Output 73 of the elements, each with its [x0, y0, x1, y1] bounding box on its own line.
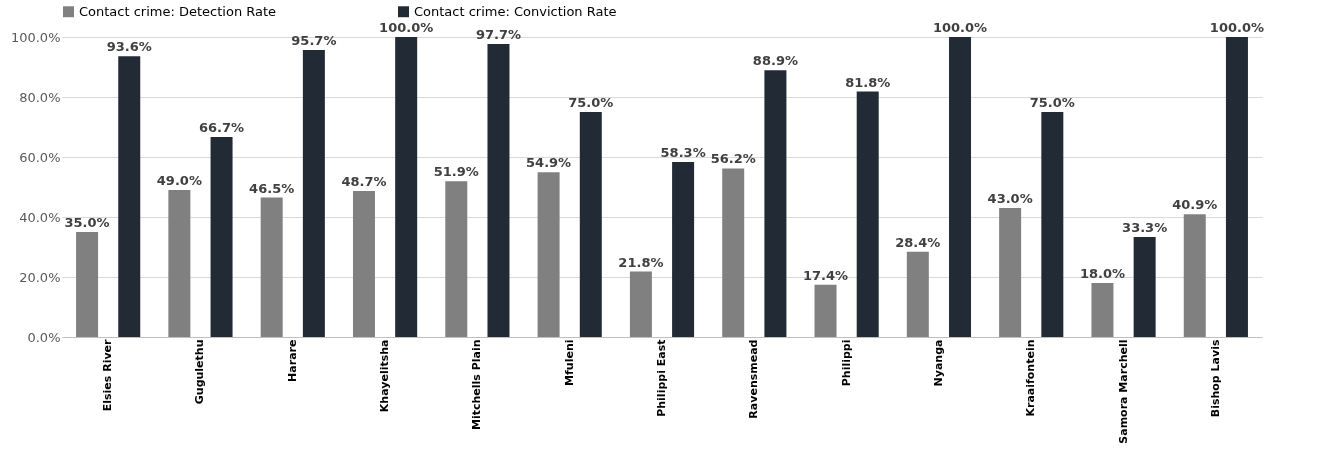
bar [487, 43, 510, 337]
x-tick-label: Gugulethu [193, 339, 207, 405]
x-tick-label: Mfuleni [562, 339, 576, 386]
y-tick-label: 0.0% [27, 329, 61, 345]
x-tick-label: Nyanga [931, 339, 945, 387]
data-label: 35.0% [64, 215, 110, 230]
data-label: 18.0% [1079, 266, 1125, 281]
bar [445, 181, 468, 337]
x-tick-label: Samora Marchell [1116, 339, 1130, 444]
data-label: 28.4% [895, 234, 941, 250]
data-label: 75.0% [1029, 95, 1075, 110]
data-label: 100.0% [1209, 20, 1265, 35]
data-label: 56.2% [710, 151, 756, 167]
bar [999, 208, 1022, 337]
data-label: 93.6% [106, 39, 152, 55]
data-label: 66.7% [199, 119, 245, 135]
bar [1133, 237, 1156, 337]
bar [302, 49, 325, 337]
bar [168, 190, 191, 337]
data-label: 46.5% [249, 180, 295, 196]
bar [1091, 283, 1114, 337]
data-label: 17.4% [802, 267, 849, 283]
data-label: 21.8% [618, 254, 664, 270]
y-tick-label: 20.0% [19, 269, 61, 285]
bar [260, 197, 283, 337]
data-label: 88.9% [752, 53, 798, 69]
data-label: 95.7% [291, 32, 337, 48]
data-label: 58.3% [660, 145, 706, 161]
data-label: 40.9% [1172, 197, 1218, 213]
bar [76, 232, 99, 337]
y-tick-label: 60.0% [19, 149, 61, 165]
bar [629, 271, 652, 337]
data-label: 48.7% [341, 173, 387, 189]
bar [722, 168, 745, 337]
bar [210, 136, 233, 337]
x-tick-label: Ravensmead [747, 339, 761, 419]
data-label: 100.0% [379, 20, 434, 35]
x-tick-label: Philippi [839, 339, 853, 387]
bar [579, 112, 602, 337]
data-label: 54.9% [526, 155, 572, 171]
data-label: 43.0% [987, 191, 1033, 206]
bar [949, 37, 972, 337]
data-label: 49.0% [156, 173, 202, 188]
x-tick-label: Harare [285, 339, 299, 382]
legend-label: Contact crime: Detection Rate [79, 3, 277, 19]
data-label: 100.0% [932, 20, 988, 35]
bar [672, 162, 695, 337]
x-tick-label: Khayelitsha [378, 339, 392, 413]
y-tick-label: 40.0% [19, 209, 61, 225]
data-label: 75.0% [568, 95, 614, 110]
bar [537, 172, 560, 337]
data-label: 33.3% [1122, 220, 1168, 236]
bar [1183, 214, 1206, 337]
legend-label: Contact crime: Conviction Rate [414, 3, 617, 19]
x-tick-label: Bishop Lavis [1208, 339, 1222, 418]
bar [856, 91, 879, 337]
data-label: 97.7% [475, 26, 522, 42]
y-tick-label: 100.0% [10, 29, 61, 45]
bar [118, 56, 141, 337]
x-tick-label: Philippi East [655, 339, 668, 417]
x-tick-label: Mitchells Plain [470, 339, 484, 431]
x-tick-label: Elsies River [101, 338, 115, 412]
bar [395, 37, 418, 337]
y-tick-label: 80.0% [19, 89, 61, 105]
bar [814, 284, 837, 337]
data-label: 81.8% [845, 74, 891, 90]
bar [1041, 112, 1064, 337]
bar [906, 251, 929, 337]
bar [352, 190, 375, 337]
bar [1225, 37, 1248, 337]
data-label: 51.9% [433, 164, 479, 180]
bar [764, 70, 787, 337]
x-tick-label: Kraaifontein [1024, 339, 1038, 417]
